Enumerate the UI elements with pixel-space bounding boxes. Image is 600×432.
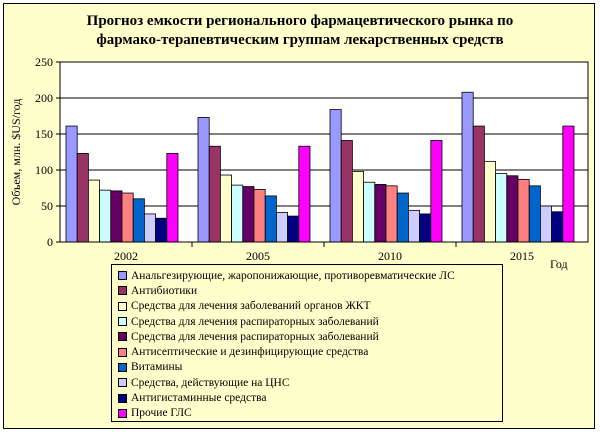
- legend-swatch: [118, 332, 127, 342]
- legend-swatch: [118, 301, 127, 311]
- legend-item: Анальгезирующие, жаропонижающие, противо…: [118, 268, 502, 283]
- legend-item: Средства для лечения распираторных забол…: [118, 314, 502, 329]
- y-tick-label: 50: [41, 199, 53, 213]
- bar: [132, 198, 145, 243]
- bar: [143, 213, 156, 243]
- bar: [110, 190, 123, 243]
- bar: [517, 178, 530, 243]
- bar: [551, 211, 564, 243]
- bar: [351, 171, 364, 243]
- x-tick-label: 2005: [246, 249, 270, 263]
- bar: [219, 174, 232, 243]
- legend-swatch: [118, 286, 127, 296]
- bar: [374, 183, 387, 243]
- bar: [275, 212, 288, 243]
- bar: [396, 192, 409, 243]
- bar: [562, 125, 575, 243]
- legend-item: Средства для лечения заболеваний органов…: [118, 299, 502, 314]
- bar: [495, 173, 508, 243]
- legend-swatch: [118, 362, 127, 372]
- chart-title-line-2: фармако-терапевтическим группам лекарств…: [96, 32, 504, 48]
- legend-item: Средства, действующие на ЦНС: [118, 375, 502, 390]
- bars: [65, 91, 575, 243]
- x-axis-label: Год: [550, 257, 568, 271]
- legend-label: Средства для лечения распираторных забол…: [131, 315, 379, 328]
- bar: [88, 179, 101, 243]
- bar: [287, 215, 300, 243]
- y-tick-label: 100: [35, 163, 53, 177]
- bar: [197, 117, 210, 243]
- legend-swatch: [118, 378, 127, 388]
- legend-label: Анальгезирующие, жаропонижающие, противо…: [131, 269, 455, 282]
- chart-title: Прогноз емкости регионального фармацевти…: [40, 12, 560, 50]
- bar: [208, 145, 221, 243]
- legend-label: Средства для лечения распираторных забол…: [131, 330, 379, 343]
- bar: [385, 185, 398, 243]
- bar: [76, 153, 89, 243]
- bar: [506, 175, 519, 243]
- legend-label: Прочие ГЛС: [131, 407, 192, 420]
- y-axis-label: Объем, млн. $US/год: [9, 99, 23, 206]
- bar: [264, 195, 277, 243]
- bar: [472, 125, 485, 243]
- bar: [155, 217, 168, 243]
- bar: [461, 91, 474, 243]
- legend: Анальгезирующие, жаропонижающие, противо…: [111, 264, 503, 422]
- chart-title-line-1: Прогноз емкости регионального фармацевти…: [86, 13, 514, 29]
- legend-label: Витамины: [131, 361, 183, 374]
- bar: [65, 125, 78, 243]
- legend-item: Прочие ГЛС: [118, 406, 502, 421]
- y-tick-label: 0: [47, 235, 53, 249]
- legend-item: Средства для лечения распираторных забол…: [118, 329, 502, 344]
- bar: [166, 153, 179, 243]
- bar: [340, 140, 353, 243]
- y-tick-label: 150: [35, 127, 53, 141]
- legend-swatch: [118, 347, 127, 357]
- bar: [419, 213, 432, 243]
- bar: [407, 209, 420, 243]
- y-tick-labels: 0 50 100 150 200 250: [35, 55, 60, 249]
- legend-label: Средства для лечения заболеваний органов…: [131, 300, 371, 313]
- legend-swatch: [118, 408, 127, 418]
- y-tick-label: 200: [35, 91, 53, 105]
- legend-item: Витамины: [118, 360, 502, 375]
- bar: [121, 192, 134, 243]
- bar: [231, 184, 244, 243]
- legend-label: Средства, действующие на ЦНС: [131, 376, 290, 389]
- legend-swatch: [118, 317, 127, 327]
- legend-swatch: [118, 271, 127, 281]
- bar: [298, 145, 311, 243]
- x-tick-label: 2002: [114, 249, 138, 263]
- x-tick-label: 2015: [510, 249, 534, 263]
- bar: [242, 186, 255, 243]
- legend-item: Антисептические и дезинфицирующие средст…: [118, 344, 502, 359]
- y-tick-label: 250: [35, 55, 53, 69]
- legend-item: Антигистаминные средства: [118, 390, 502, 405]
- bar: [329, 109, 342, 243]
- bar: [363, 181, 376, 243]
- bar: [528, 185, 541, 243]
- bar: [253, 189, 266, 243]
- legend-label: Антигистаминные средства: [131, 392, 267, 405]
- x-tick-label: 2010: [378, 249, 402, 263]
- legend-item: Антибиотики: [118, 283, 502, 298]
- bar: [540, 205, 553, 243]
- legend-label: Антибиотики: [131, 284, 198, 297]
- legend-swatch: [118, 393, 127, 403]
- x-tick-labels: 2002 2005 2010 2015: [114, 242, 534, 263]
- bar: [483, 160, 496, 243]
- legend-label: Антисептические и дезинфицирующие средст…: [131, 346, 369, 359]
- bar: [99, 189, 112, 243]
- bar: [430, 140, 443, 243]
